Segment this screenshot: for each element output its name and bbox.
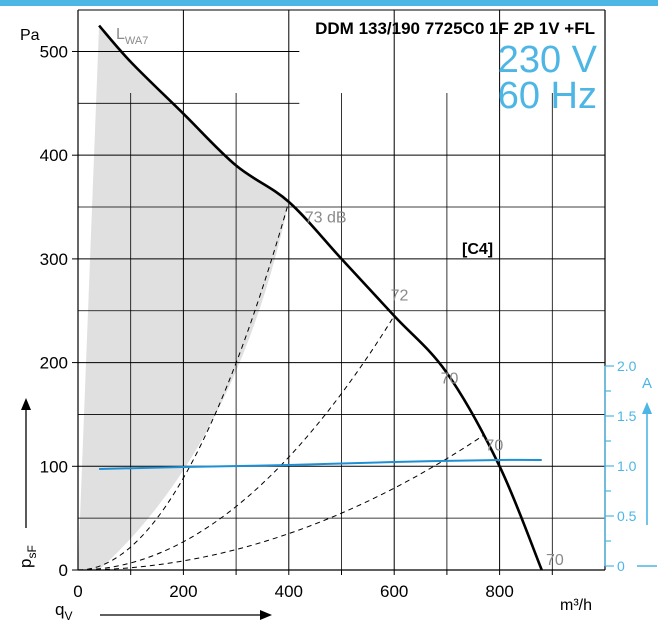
y-axis-label-main: p xyxy=(16,559,35,568)
dB-label: 70 xyxy=(441,370,459,387)
right-axis-arrowhead xyxy=(642,402,652,414)
system-curve xyxy=(77,434,485,571)
x-axis-label: qV xyxy=(55,600,72,623)
system-curve xyxy=(77,315,395,571)
y-axis-arrowhead xyxy=(21,398,31,410)
dB-label: 70 xyxy=(546,552,564,569)
y-axis-unit-left: Pa xyxy=(20,27,40,44)
y-tick-label: 300 xyxy=(40,250,68,269)
dB-label: 70 xyxy=(485,438,503,455)
x-tick-label: 200 xyxy=(169,582,197,601)
curve-tag: [C4] xyxy=(462,241,493,258)
y-tick-label: 400 xyxy=(40,146,68,165)
grid-layer xyxy=(78,10,605,570)
pressure-curve xyxy=(98,24,543,571)
x-axis-label-main: q xyxy=(55,600,64,619)
y-tick-label: 500 xyxy=(40,42,68,61)
x-tick-label: 600 xyxy=(380,582,408,601)
y-tick-label: 0 xyxy=(59,561,68,580)
right-tick-label: 1.5 xyxy=(617,408,637,424)
series-layer: 73 dB 72 70 70 70 xyxy=(98,24,564,571)
dB-label: 73 dB xyxy=(305,210,347,227)
system-curve xyxy=(77,201,290,571)
x-tick-label: 400 xyxy=(275,582,303,601)
lwa-label-main: L xyxy=(116,26,125,43)
system-curves-layer xyxy=(77,201,485,571)
axis-layer: 0 100 200 300 400 500 0 200 400 600 800 0 0.5 1.0 1.5 2… xyxy=(40,9,637,601)
y-tick-label: 100 xyxy=(40,457,68,476)
chart-title: DDM 133/190 7725C0 1F 2P 1V +FL xyxy=(315,19,595,38)
right-tick-label: 0.5 xyxy=(617,508,637,524)
y-tick-label: 200 xyxy=(40,354,68,373)
right-tick-label: 0 xyxy=(617,558,625,574)
x-tick-label: 0 xyxy=(73,582,82,601)
y-axis-label-sub: sF xyxy=(25,545,39,558)
x-axis-unit: m³/h xyxy=(560,597,592,614)
lwa-label: LWA7 xyxy=(116,26,148,47)
right-tick-label: 2.0 xyxy=(617,358,637,374)
y-axis-unit-right: A xyxy=(642,375,652,392)
x-axis-arrowhead xyxy=(260,610,272,620)
voltage-label: 230 V xyxy=(498,39,598,81)
y-axis-label: psF xyxy=(16,545,39,568)
right-tick-label: 1.0 xyxy=(617,458,637,474)
top-accent-bar xyxy=(0,0,658,6)
x-axis-label-sub: V xyxy=(64,609,72,623)
dB-label: 72 xyxy=(391,287,409,304)
current-curve xyxy=(99,458,542,470)
x-tick-label: 800 xyxy=(485,582,513,601)
frequency-label: 60 Hz xyxy=(498,75,597,117)
lwa-label-sub: WA7 xyxy=(125,35,148,47)
